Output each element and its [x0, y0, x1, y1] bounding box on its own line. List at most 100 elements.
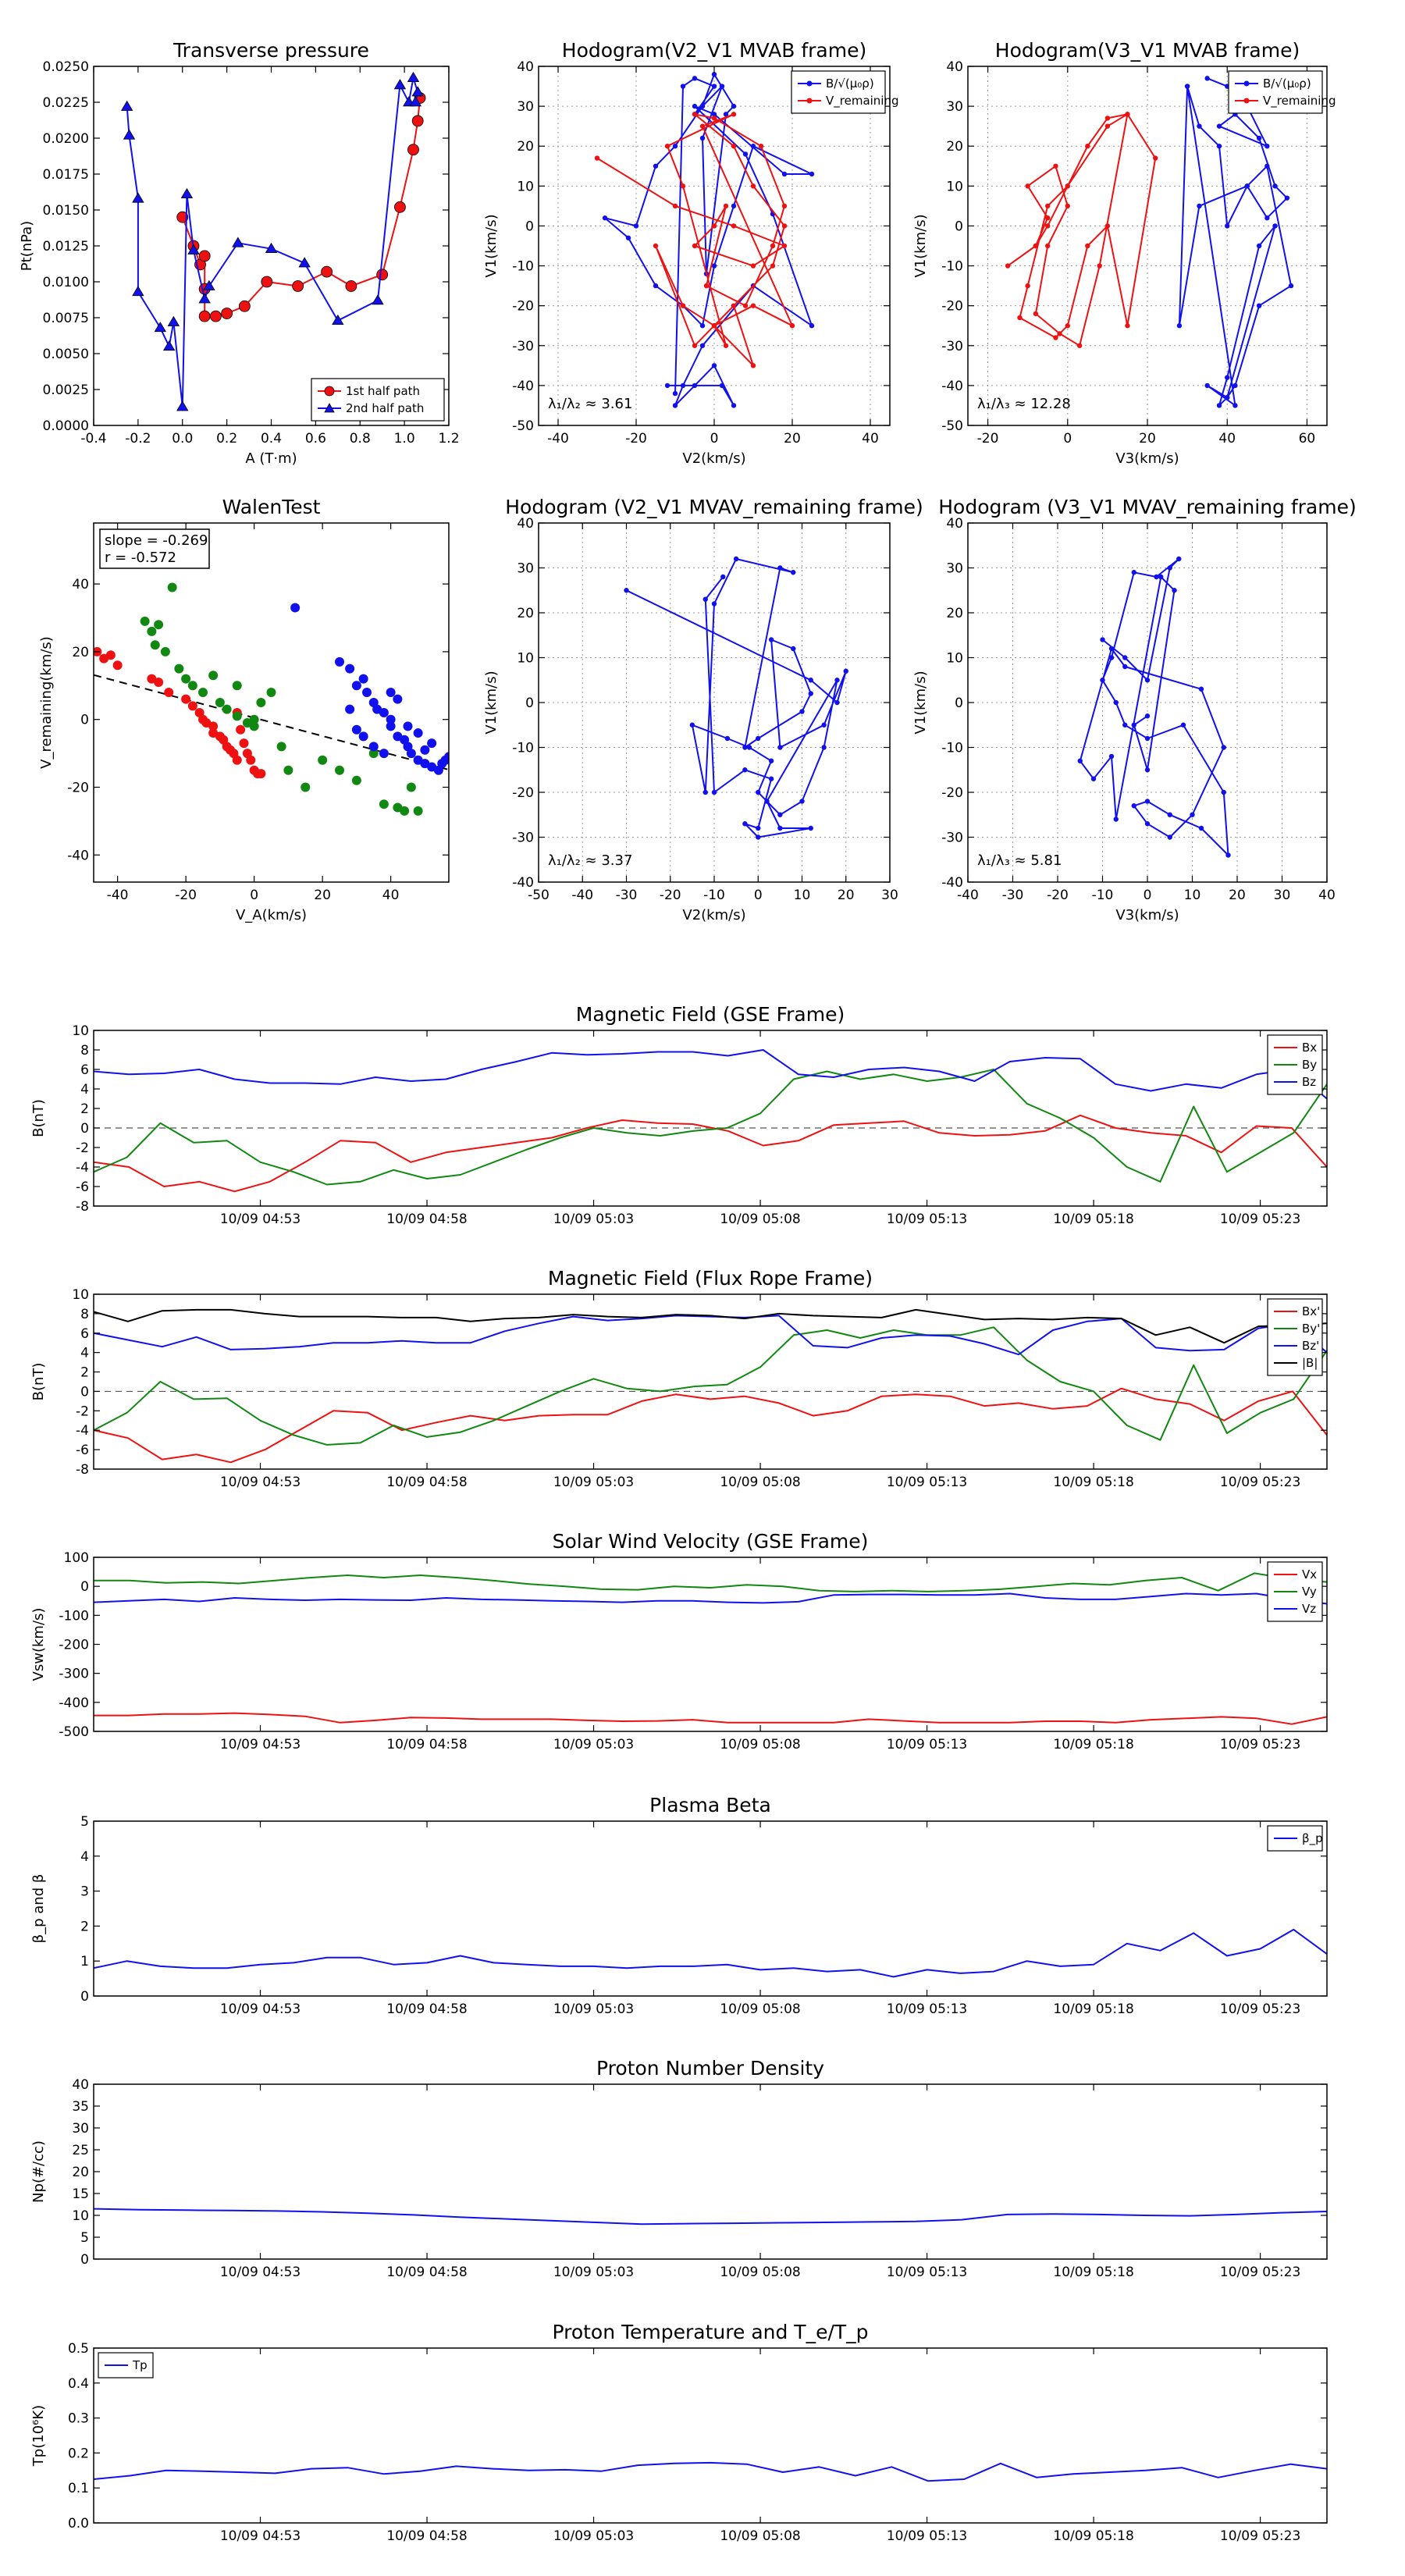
data-point [174, 664, 184, 674]
y-tick-label: -10 [512, 741, 534, 756]
x-tick-label: 0 [1144, 888, 1152, 903]
data-point [1225, 223, 1230, 229]
data-point [731, 144, 737, 149]
data-point [1225, 852, 1231, 858]
data-point [187, 681, 197, 691]
data-point [791, 570, 796, 575]
data-point [689, 722, 695, 728]
data-point [351, 724, 361, 735]
y-tick-label: -2 [76, 1404, 89, 1419]
data-point [692, 103, 698, 109]
x-tick-label: 10/09 04:58 [386, 1475, 467, 1490]
data-point [1232, 403, 1238, 408]
data-point [731, 203, 737, 209]
data-point [799, 799, 805, 804]
data-point [791, 646, 796, 652]
x-tick-label: 10/09 05:18 [1053, 2265, 1133, 2280]
y-tick-label: -20 [941, 299, 963, 315]
y-tick-label: -10 [941, 741, 963, 756]
data-point [1197, 123, 1202, 129]
y-tick-label: 20 [517, 139, 534, 155]
legend-label: Bx' [1302, 1304, 1320, 1318]
legend-marker [324, 386, 335, 397]
data-point [1172, 588, 1177, 593]
series-line-1 [596, 113, 793, 367]
data-point [1144, 678, 1151, 683]
data-point [768, 637, 774, 642]
x-tick-label: 40 [862, 431, 879, 447]
data-point [164, 687, 174, 697]
data-point [1131, 803, 1136, 809]
x-tick-label: 20 [784, 431, 801, 447]
data-point [1154, 574, 1159, 580]
data-point [180, 187, 194, 199]
x-tick-label: 1.0 [394, 431, 415, 447]
y-tick-label: 40 [72, 2077, 89, 2093]
y-tick-label: 30 [946, 99, 963, 115]
data-point [1017, 315, 1023, 321]
data-point [1221, 745, 1226, 750]
data-point [1122, 664, 1128, 670]
data-point [809, 171, 815, 177]
y-tick-label: 10 [946, 651, 963, 667]
data-point [633, 223, 639, 229]
legend-label: |B| [1302, 1356, 1318, 1370]
data-point [758, 144, 764, 149]
series-line-1 [94, 1069, 1327, 1186]
data-point [724, 735, 731, 742]
x-tick-label: 10/09 05:23 [1220, 2528, 1300, 2544]
chart-title: Solar Wind Velocity (GSE Frame) [553, 1530, 869, 1553]
data-point [1090, 776, 1097, 781]
y-tick-label: 0.0150 [43, 203, 89, 219]
x-tick-label: 10/09 05:13 [887, 1475, 967, 1490]
data-point [711, 601, 717, 607]
legend-label: 2nd half path [346, 401, 424, 415]
y-tick-label: 0.0200 [43, 131, 89, 147]
data-point [1065, 183, 1070, 189]
data-point [427, 738, 437, 749]
data-point [1131, 722, 1136, 728]
data-point [444, 752, 449, 762]
data-point [276, 742, 286, 752]
legend-label: Tp [132, 2358, 148, 2372]
data-point [256, 769, 266, 779]
data-point [386, 714, 396, 724]
x-axis-label: V2(km/s) [682, 907, 745, 923]
y-tick-label: 6 [80, 1062, 89, 1078]
data-point [731, 223, 737, 229]
x-tick-label: 10/09 05:18 [1053, 1475, 1133, 1490]
y-tick-label: 10 [946, 179, 963, 194]
x-tick-label: 10/09 05:23 [1220, 1475, 1300, 1490]
data-point [711, 263, 717, 269]
y-tick-label: 0 [525, 696, 534, 711]
y-tick-label: -30 [512, 831, 534, 846]
y-tick-label: 20 [72, 2165, 89, 2180]
y-tick-label: -30 [512, 339, 534, 354]
y-tick-label: 0.0125 [43, 239, 89, 254]
data-point [187, 701, 197, 711]
data-point [1045, 223, 1051, 229]
x-tick-label: 10/09 05:13 [887, 2265, 967, 2280]
legend-label: By [1302, 1058, 1317, 1072]
x-tick-label: 10/09 05:08 [720, 1475, 800, 1490]
y-tick-label: 0.4 [68, 2376, 89, 2392]
y-tick-label: 20 [517, 606, 534, 621]
legend-marker [806, 80, 813, 87]
data-point [407, 71, 420, 83]
legend-label: Bz' [1302, 1339, 1319, 1353]
data-point [379, 708, 389, 718]
data-point [1153, 155, 1158, 161]
y-tick-label: 4 [80, 1346, 89, 1361]
data-point [750, 263, 756, 269]
data-point [1005, 263, 1011, 269]
data-point [132, 192, 144, 203]
data-point [770, 243, 776, 249]
data-point [653, 163, 659, 169]
x-tick-label: 10/09 04:53 [220, 2001, 301, 2017]
x-tick-label: 10/09 04:53 [220, 2265, 301, 2280]
chart-title: Hodogram(V3_V1 MVAB frame) [995, 39, 1300, 62]
data-point [1180, 722, 1186, 728]
data-point [733, 556, 739, 562]
legend-label: Bz [1302, 1075, 1316, 1089]
data-point [345, 280, 357, 292]
